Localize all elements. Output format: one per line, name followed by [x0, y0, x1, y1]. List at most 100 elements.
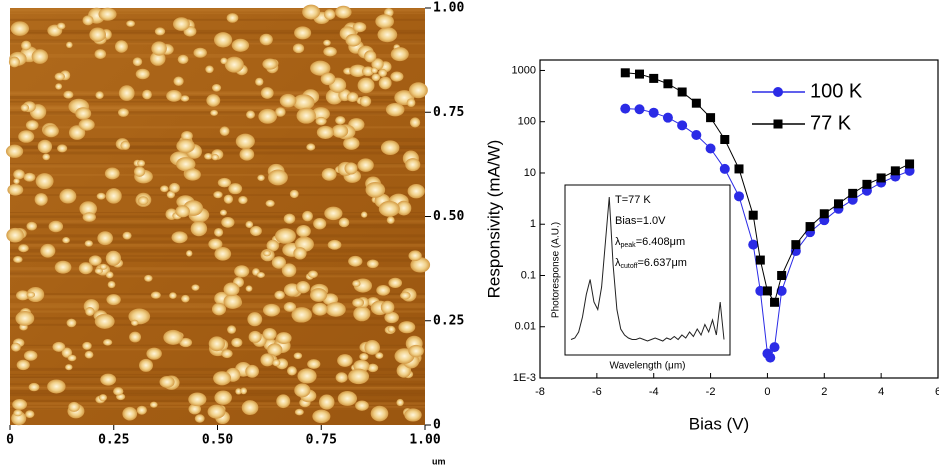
grain [43, 124, 59, 138]
data-point [663, 79, 673, 89]
streak [10, 387, 425, 389]
grain [343, 137, 360, 150]
streak [10, 92, 425, 96]
grain [234, 265, 250, 278]
grain [250, 225, 262, 236]
grain [262, 303, 281, 317]
grain [99, 394, 107, 402]
grain [311, 107, 330, 121]
grain [345, 33, 362, 47]
grain [313, 218, 327, 230]
data-point [769, 342, 780, 353]
grain [408, 82, 428, 99]
grain [256, 271, 265, 278]
grain [206, 94, 221, 107]
grain [85, 307, 95, 316]
streak [10, 32, 425, 35]
grain [54, 260, 72, 274]
grain [353, 306, 371, 322]
grain [40, 243, 56, 258]
grain [310, 60, 331, 76]
grain [179, 337, 193, 348]
grain [348, 255, 363, 267]
y-tick-label: 0.50 [433, 209, 464, 224]
grain [34, 193, 48, 206]
y-tick-label: 0.1 [521, 269, 536, 281]
grain [223, 194, 234, 204]
grain [163, 329, 183, 345]
data-point [755, 285, 766, 296]
grain [323, 39, 331, 46]
data-point [706, 113, 716, 123]
grain [220, 57, 228, 65]
data-point [634, 104, 645, 115]
grain [248, 330, 262, 343]
grain [323, 46, 337, 57]
grain [371, 73, 381, 82]
streak [10, 323, 425, 326]
y-axis-label: Responsivity (mA/W) [484, 140, 503, 299]
grain [289, 189, 299, 199]
grain [16, 290, 30, 301]
grain [205, 65, 214, 74]
grain [194, 414, 205, 423]
streak [10, 186, 425, 189]
grain [385, 102, 405, 117]
grain [260, 87, 274, 99]
y-tick-label: 1000 [512, 64, 536, 76]
grain [293, 247, 307, 260]
grain [25, 410, 35, 419]
grain [180, 95, 190, 102]
inset-annotation: Bias=1.0V [615, 215, 666, 227]
grain [48, 220, 64, 233]
grain [96, 192, 106, 200]
grain [184, 168, 201, 181]
grain [410, 257, 431, 273]
grain [117, 108, 129, 117]
data-point [819, 209, 829, 219]
inset-x-label: Wavelength (μm) [610, 361, 686, 372]
legend-label: 100 K [810, 80, 863, 102]
grain [355, 400, 369, 411]
y-tick-label: 0 [433, 418, 441, 433]
plot-frame [539, 59, 939, 379]
data-point [719, 163, 730, 174]
grain [364, 50, 377, 63]
grain [10, 21, 30, 36]
grain [349, 64, 367, 77]
data-point [734, 164, 744, 174]
grain [307, 359, 321, 369]
grain [23, 172, 36, 182]
streak [10, 220, 425, 223]
grain [99, 263, 108, 270]
grain [371, 58, 384, 71]
grain [135, 68, 150, 80]
grain [95, 91, 104, 99]
grain [89, 27, 106, 42]
grain [7, 183, 24, 196]
grain [307, 270, 318, 279]
grain [221, 216, 235, 228]
grain [18, 244, 29, 253]
grain [364, 340, 380, 355]
grain [231, 38, 250, 52]
y-tick-label: 1.00 [433, 1, 464, 16]
grain [133, 166, 146, 177]
x-tick-label: -8 [535, 386, 545, 398]
data-point [791, 240, 801, 250]
streak [10, 107, 425, 111]
grain [262, 328, 277, 341]
inset-frame [564, 184, 731, 356]
grain [211, 154, 219, 161]
y-tick-label: 0.01 [515, 321, 536, 333]
grain [267, 343, 283, 357]
grain [172, 17, 190, 31]
x-axis-label: Bias (V) [689, 414, 749, 433]
streak [10, 215, 425, 219]
grain [223, 282, 240, 297]
grain [82, 15, 94, 26]
grain [365, 181, 386, 198]
grain [181, 294, 190, 303]
grain [66, 41, 73, 49]
streak [10, 29, 425, 34]
